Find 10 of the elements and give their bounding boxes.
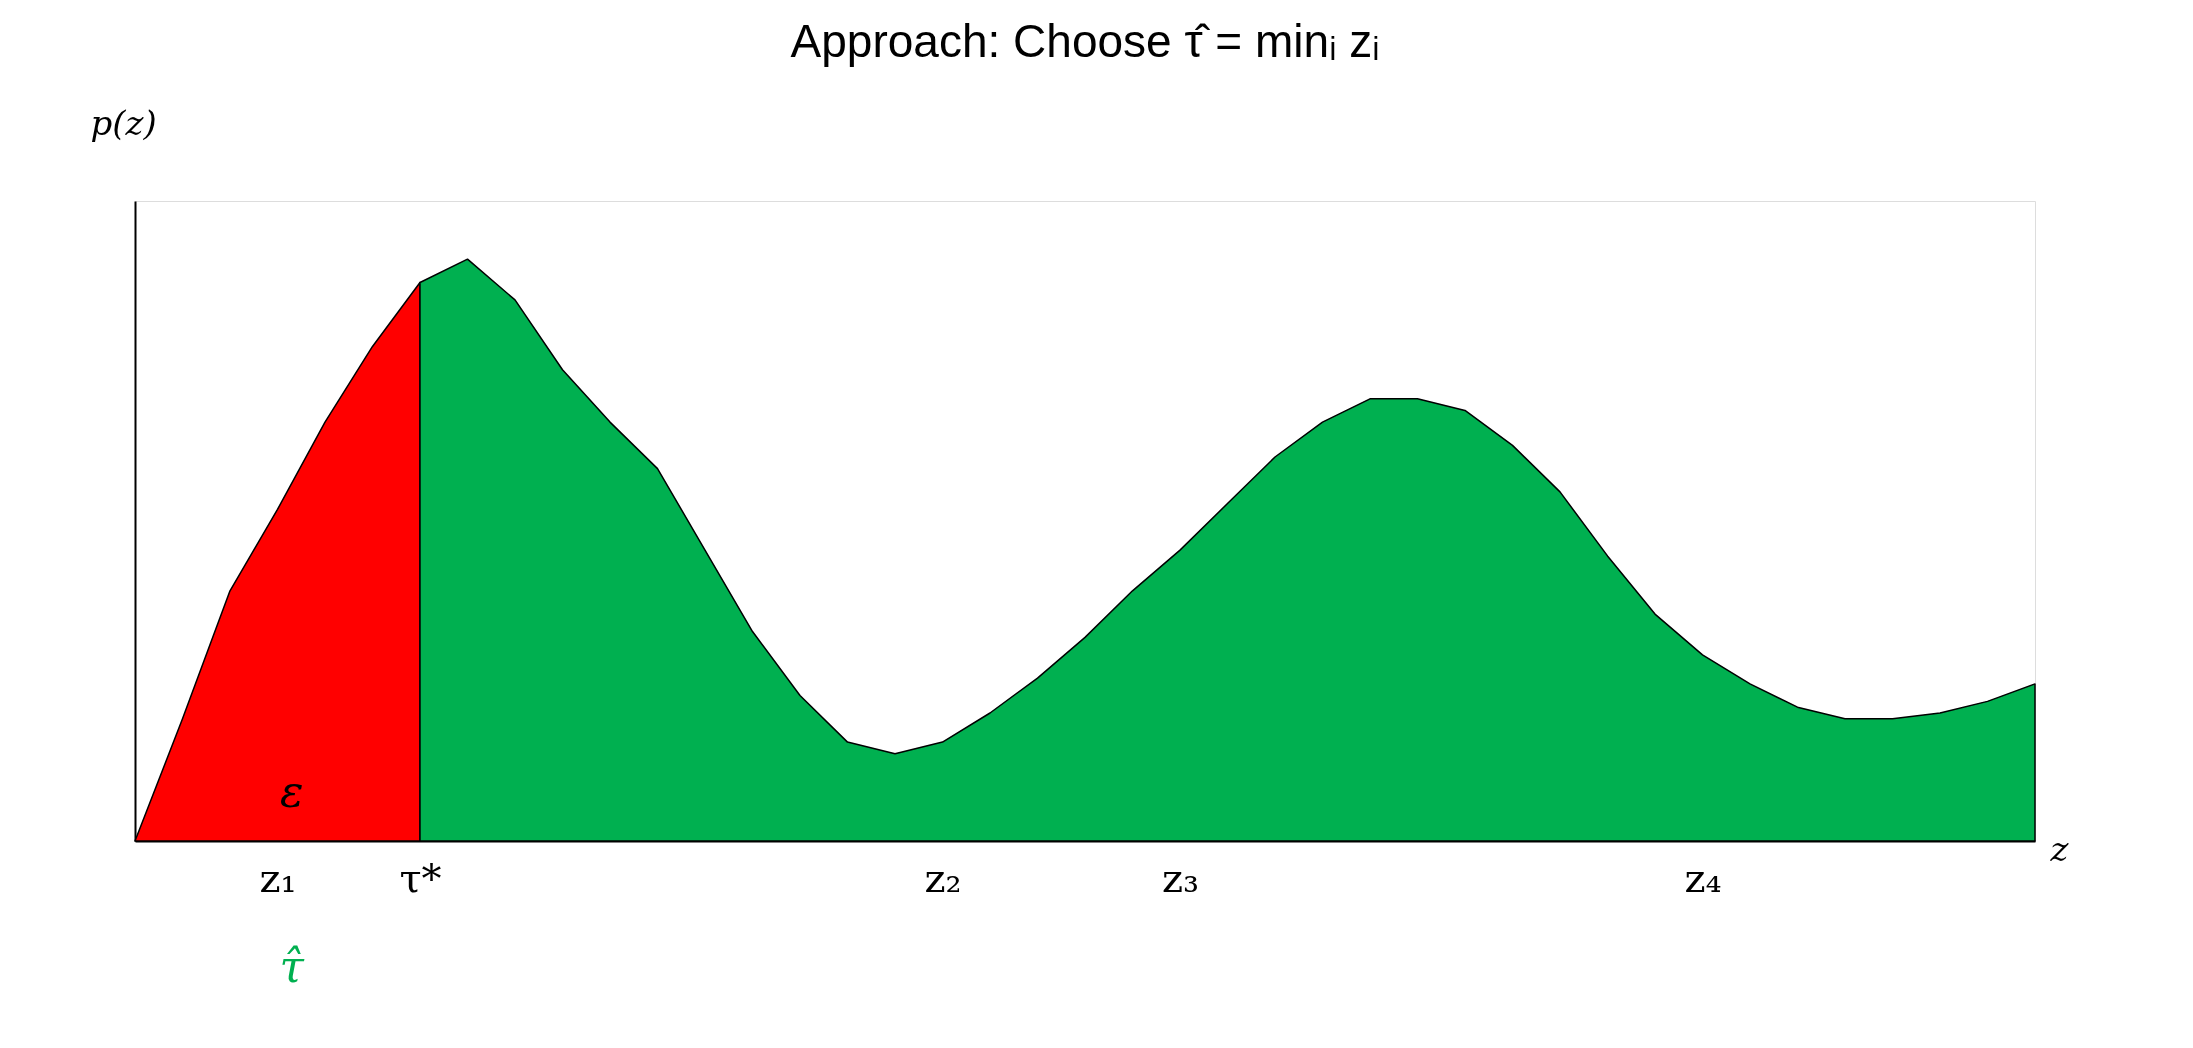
x-axis-title: z <box>2049 828 2070 869</box>
x-tick-label: z₄ <box>1684 854 1722 901</box>
x-tick-label: z₂ <box>924 854 962 901</box>
x-tick-label: z₁ <box>259 854 297 901</box>
chart-title: Approach: Choose τ̂ = minᵢ zᵢ <box>790 15 1380 67</box>
y-axis-title: p(z) <box>90 102 157 143</box>
text: τ̂ <box>279 941 305 992</box>
x-tick-label: z₃ <box>1161 854 1200 901</box>
x-tick-label: τ* <box>399 854 442 901</box>
annotation: ε <box>279 766 304 818</box>
